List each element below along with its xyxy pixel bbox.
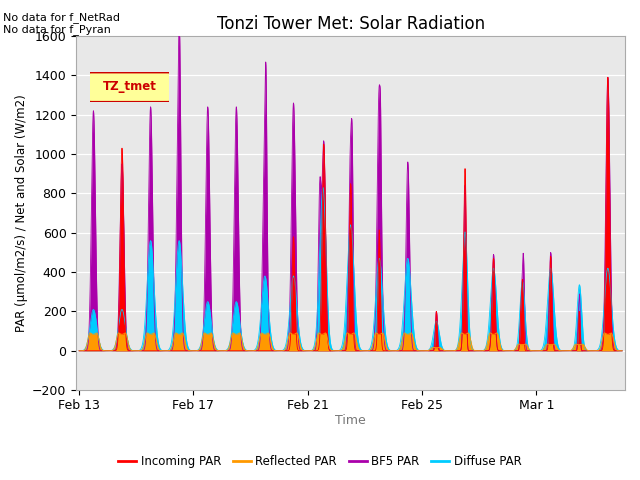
Text: TZ_tmet: TZ_tmet [102, 80, 157, 93]
Text: No data for f_Pyran: No data for f_Pyran [3, 24, 111, 35]
Text: No data for f_NetRad: No data for f_NetRad [3, 12, 120, 23]
Title: Tonzi Tower Met: Solar Radiation: Tonzi Tower Met: Solar Radiation [216, 15, 484, 33]
FancyBboxPatch shape [88, 72, 172, 102]
X-axis label: Time: Time [335, 414, 366, 427]
Y-axis label: PAR (μmol/m2/s) / Net and Solar (W/m2): PAR (μmol/m2/s) / Net and Solar (W/m2) [15, 94, 28, 332]
Legend: Incoming PAR, Reflected PAR, BF5 PAR, Diffuse PAR: Incoming PAR, Reflected PAR, BF5 PAR, Di… [114, 450, 526, 473]
